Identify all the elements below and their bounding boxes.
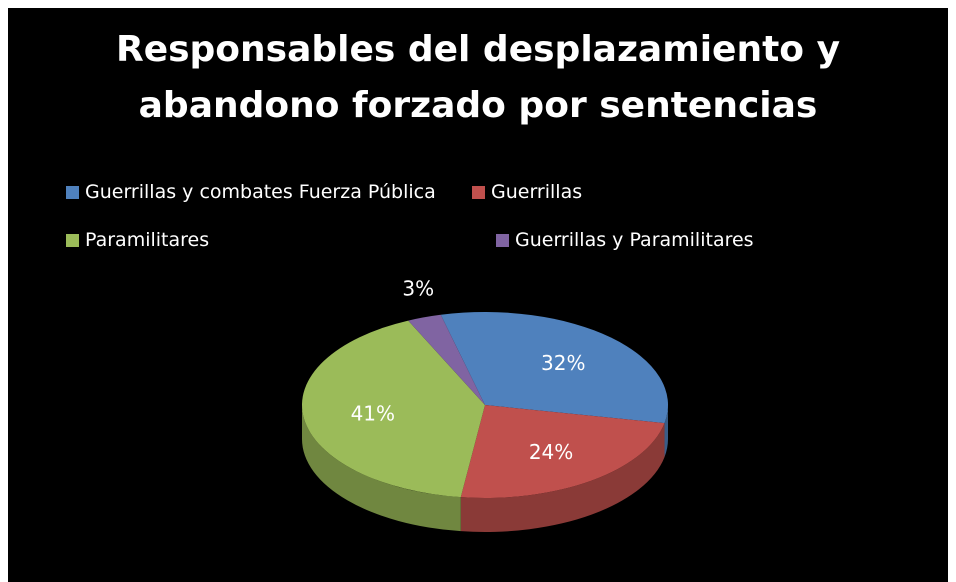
legend-swatch-blue: [66, 186, 79, 199]
legend-item-paramilitares: Paramilitares: [66, 228, 209, 252]
pie-slice-3: [408, 314, 485, 405]
pie-side-walls: [302, 405, 668, 532]
pie-side-1: [460, 423, 665, 532]
legend-swatch-green: [66, 234, 79, 247]
legend-item-guerrillas-paramilitares: Guerrillas y Paramilitares: [496, 228, 754, 252]
chart-title: Responsables del desplazamiento y abando…: [0, 22, 956, 134]
legend-label: Guerrillas: [491, 181, 583, 203]
legend-label: Paramilitares: [85, 229, 210, 251]
legend-swatch-purple: [496, 234, 509, 247]
legend-swatch-red: [472, 186, 485, 199]
pie-data-label-1: 24%: [529, 440, 573, 464]
pie-side-0: [664, 405, 668, 458]
pie-slice-1: [460, 405, 665, 498]
legend-item-guerrillas-combates: Guerrillas y combates Fuerza Pública: [66, 180, 436, 204]
pie-slice-2: [302, 320, 485, 498]
legend-label: Guerrillas y Paramilitares: [515, 229, 754, 251]
legend-item-guerrillas: Guerrillas: [472, 180, 582, 204]
pie-side-2: [302, 405, 461, 532]
legend-label: Guerrillas y combates Fuerza Pública: [85, 181, 436, 203]
pie-slice-0: [440, 312, 668, 424]
chart-title-line-1: Responsables del desplazamiento y: [115, 29, 841, 70]
pie-data-label-0: 32%: [541, 351, 585, 375]
pie-data-label-2: 41%: [351, 402, 395, 426]
pie-data-label-3: 3%: [402, 276, 434, 300]
chart-title-line-2: abandono forzado por sentencias: [138, 85, 818, 126]
